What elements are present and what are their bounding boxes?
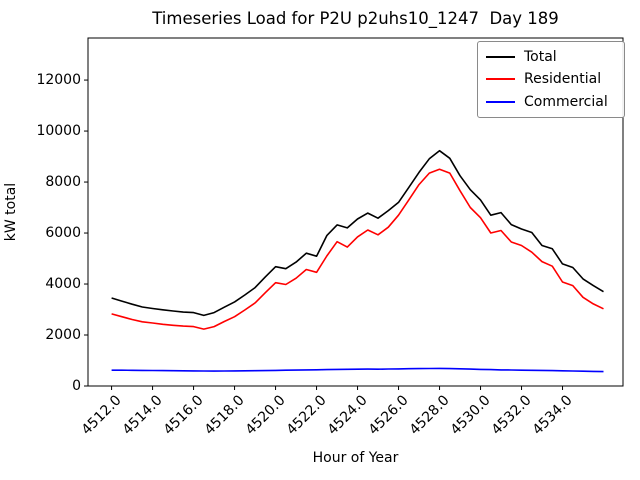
y-tick-label: 2000 (45, 327, 81, 343)
y-tick-label: 10000 (36, 123, 81, 140)
y-tick-label: 12000 (36, 72, 81, 89)
axes-frame (87, 37, 624, 387)
chart-title: Timeseries Load for P2U p2uhs10_1247 Day… (152, 9, 559, 28)
legend-label-total: Total (524, 49, 557, 66)
y-tick-label: 8000 (45, 174, 81, 191)
total-line-swatch (486, 56, 515, 59)
legend-entry-commercial: Commercial (486, 91, 616, 113)
residential-line-swatch (486, 78, 515, 81)
series-line-commercial (111, 367, 604, 373)
legend-label-commercial: Commercial (524, 93, 608, 110)
commercial-line-swatch (486, 100, 515, 103)
y-tick-label: 0 (72, 378, 81, 394)
legend-entry-total: Total (486, 46, 616, 68)
legend: Total Residential Commercial (477, 41, 625, 118)
x-axis-label: Hour of Year (312, 450, 399, 466)
series-line-total (111, 149, 604, 317)
y-tick-label: 4000 (45, 276, 81, 293)
legend-entry-residential: Residential (486, 68, 616, 90)
series-line-residential (111, 168, 604, 330)
legend-label-residential: Residential (524, 71, 602, 88)
y-tick-label: 6000 (45, 225, 81, 242)
